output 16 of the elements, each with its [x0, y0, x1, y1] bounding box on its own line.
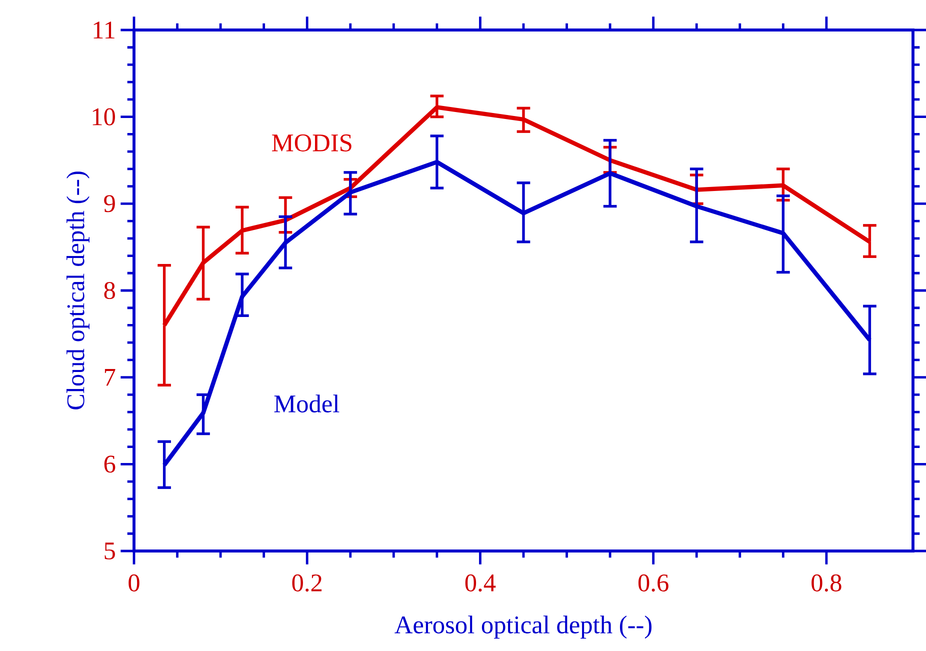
y-tick-label: 9 [104, 195, 115, 212]
x-tick-label: 0.4 [465, 574, 496, 592]
series-label: MODIS [272, 134, 352, 152]
x-tick-label: 0.6 [638, 574, 668, 592]
y-tick-label: 6 [104, 456, 116, 473]
y-tick-label: 11 [94, 22, 114, 38]
x-tick-label: 0 [128, 574, 140, 592]
y-tick-label: 10 [92, 108, 115, 126]
y-axis-title: Cloud optical depth (--) [66, 172, 90, 410]
y-tick-label: 7 [104, 369, 116, 386]
x-tick-label: 0.8 [812, 574, 842, 592]
y-tick-label: 8 [104, 282, 115, 300]
x-axis-title: Aerosol optical depth (--) [394, 616, 652, 639]
x-tick-label: 0.2 [292, 574, 322, 592]
y-tick-label: 5 [104, 542, 115, 560]
text: Model [274, 394, 340, 412]
